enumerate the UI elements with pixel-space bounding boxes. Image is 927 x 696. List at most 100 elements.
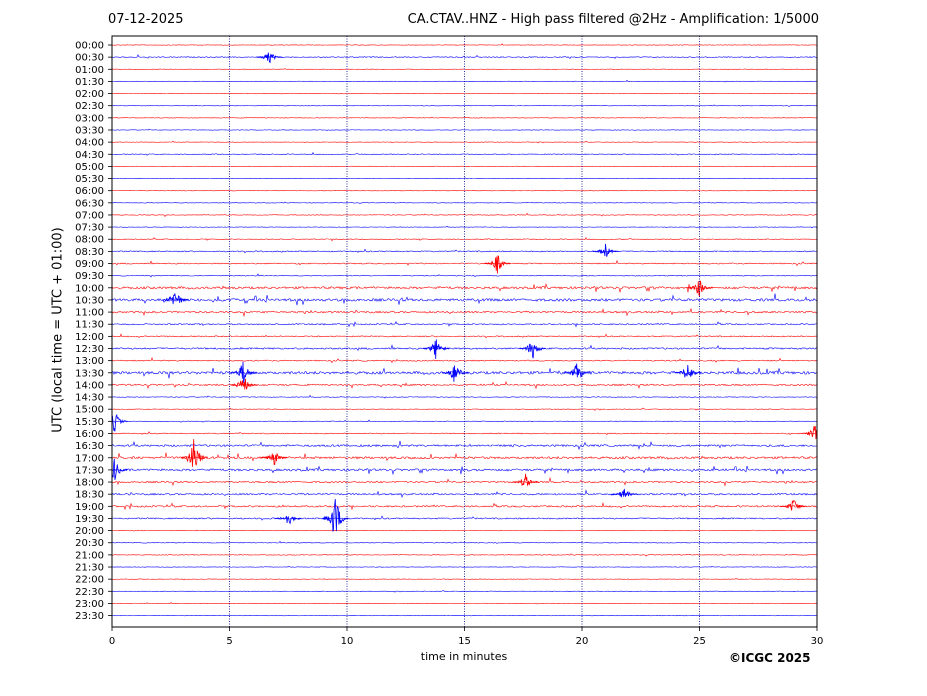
y-tick-label-1030: 10:30 [75, 295, 104, 306]
y-tick-label-0130: 01:30 [75, 77, 104, 88]
y-tick-label-0330: 03:30 [75, 125, 104, 136]
trace-row-1300 [111, 357, 818, 364]
y-tick-label-0000: 00:00 [75, 41, 104, 52]
trace-row-0400 [111, 140, 818, 144]
event-mark-21 [321, 499, 349, 532]
event-mark-20 [275, 515, 302, 525]
y-tick-label-0700: 07:00 [75, 210, 104, 221]
y-tick-label-2030: 20:30 [75, 538, 104, 549]
y-tick-label-0500: 05:00 [75, 162, 104, 173]
x-tick-label-20: 20 [576, 636, 589, 647]
trace-row-1100 [111, 307, 818, 318]
y-tick-label-1800: 18:00 [75, 478, 104, 489]
x-tick-label-5: 5 [226, 636, 232, 647]
event-mark-6 [519, 343, 546, 359]
y-tick-label-1530: 15:30 [75, 417, 104, 428]
y-tick-labels: 00:0000:3001:0001:3002:0002:3003:0003:30… [75, 41, 112, 622]
event-mark-10 [674, 364, 702, 378]
y-tick-label-1230: 12:30 [75, 344, 104, 355]
event-mark-4 [162, 293, 189, 305]
event-mark-19 [780, 500, 807, 511]
event-mark-11 [230, 378, 258, 390]
y-tick-label-0100: 01:00 [75, 65, 104, 76]
y-tick-label-1000: 10:00 [75, 283, 104, 294]
trace-row-0630 [111, 201, 818, 205]
y-tick-label-0200: 02:00 [75, 89, 104, 100]
copyright-label: ©ICGC 2025 [729, 651, 811, 665]
event-mark-14 [180, 439, 208, 467]
trace-row-1200 [111, 333, 818, 339]
y-tick-label-1300: 13:00 [75, 356, 104, 367]
event-mark-12 [111, 413, 128, 432]
y-tick-label-1430: 14:30 [75, 393, 104, 404]
y-tick-label-0900: 09:00 [75, 259, 104, 270]
y-tick-label-1900: 19:00 [75, 502, 104, 513]
trace-row-0330 [111, 128, 818, 132]
y-axis-label: UTC (local time = UTC + 01:00) [50, 227, 66, 433]
y-tick-label-0530: 05:30 [75, 174, 104, 185]
y-tick-label-2230: 22:30 [75, 587, 104, 598]
trace-row-1630 [111, 440, 818, 451]
y-tick-label-0230: 02:30 [75, 101, 104, 112]
y-tick-label-1930: 19:30 [75, 514, 104, 525]
trace-row-0300 [111, 116, 818, 119]
trace-row-2030 [111, 540, 818, 544]
trace-row-0230 [111, 104, 818, 108]
vertical-grid [229, 36, 700, 627]
date-label: 07-12-2025 [108, 12, 184, 27]
y-tick-label-0430: 04:30 [75, 150, 104, 161]
event-mark-13 [801, 425, 818, 440]
x-tick-label-0: 0 [109, 636, 115, 647]
trace-row-2100 [111, 553, 818, 557]
event-mark-9 [564, 363, 591, 378]
y-tick-label-0800: 08:00 [75, 235, 104, 246]
x-tick-label-10: 10 [341, 636, 354, 647]
y-tick-label-1130: 11:30 [75, 320, 104, 331]
trace-row-0730 [111, 225, 818, 229]
y-tick-label-0930: 09:30 [75, 271, 104, 282]
y-tick-label-0830: 08:30 [75, 247, 104, 258]
y-tick-label-1600: 16:00 [75, 429, 104, 440]
event-mark-5 [422, 339, 450, 359]
y-tick-label-1100: 11:00 [75, 308, 104, 319]
y-tick-label-0030: 00:30 [75, 53, 104, 64]
chart-title: CA.CTAV..HNZ - High pass filtered @2Hz -… [407, 12, 819, 27]
trace-row-1730 [111, 465, 818, 476]
trace-lines [111, 43, 818, 617]
event-mark-18 [610, 488, 638, 498]
event-mark-1 [592, 243, 619, 257]
y-tick-label-1330: 13:30 [75, 368, 104, 379]
event-mark-0 [256, 52, 283, 64]
event-mark-17 [512, 473, 539, 487]
x-tick-labels: 0 5 10 15 20 25 30 [109, 627, 824, 647]
y-tick-label-0730: 07:30 [75, 223, 104, 234]
x-tick-label-25: 25 [693, 636, 706, 647]
trace-row-1400 [111, 381, 818, 390]
y-tick-label-1200: 12:00 [75, 332, 104, 343]
event-mark-16 [111, 458, 128, 480]
y-tick-label-1400: 14:00 [75, 380, 104, 391]
y-tick-label-1500: 15:00 [75, 405, 104, 416]
event-mark-8 [441, 365, 469, 382]
y-tick-label-2130: 21:30 [75, 563, 104, 574]
trace-row-0700 [111, 212, 818, 217]
y-tick-label-0600: 06:00 [75, 186, 104, 197]
y-tick-label-0300: 03:00 [75, 113, 104, 124]
event-mark-2 [484, 255, 511, 274]
y-tick-label-0400: 04:00 [75, 138, 104, 149]
trace-row-1700 [111, 452, 818, 462]
trace-row-1600 [111, 431, 818, 436]
trace-row-2000 [111, 529, 818, 532]
y-tick-label-2000: 20:00 [75, 526, 104, 537]
y-tick-label-1830: 18:30 [75, 490, 104, 501]
trace-row-0000 [111, 43, 818, 46]
y-tick-label-2100: 21:00 [75, 550, 104, 561]
x-tick-label-30: 30 [811, 636, 824, 647]
trace-row-1430 [111, 394, 818, 399]
y-tick-label-0630: 06:30 [75, 198, 104, 209]
y-tick-label-2200: 22:00 [75, 575, 104, 586]
event-mark-15 [260, 452, 288, 465]
y-tick-label-1700: 17:00 [75, 453, 104, 464]
